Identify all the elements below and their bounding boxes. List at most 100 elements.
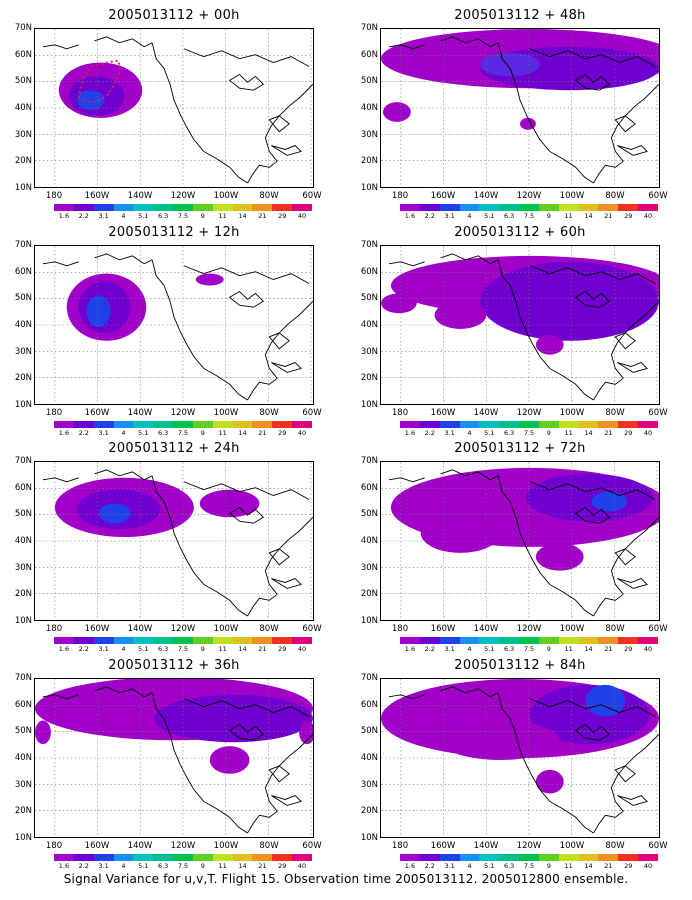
variance-contour: [195, 273, 224, 286]
colorbar-swatch: [232, 637, 253, 644]
latitude-label: 20N: [14, 589, 32, 600]
colorbar-label: 6.3: [157, 212, 169, 220]
colorbar-swatch: [519, 421, 539, 428]
colorbar-label: 4: [467, 645, 472, 653]
colorbar-swatch: [173, 854, 193, 861]
coastline: [497, 692, 594, 834]
longitude-label: 140W: [473, 191, 499, 201]
latitude-label: 30N: [14, 346, 32, 357]
longitude-label: 60W: [302, 624, 322, 634]
colorbar-label: 2.2: [424, 212, 435, 220]
latitude-label: 50N: [14, 76, 32, 87]
forecast-panel-48h: 2005013112 + 48h 70N 60N 50N 40N 30N 20N 10N 180…: [346, 2, 676, 220]
colorbar-swatch: [252, 854, 273, 861]
colorbar-swatch: [538, 854, 559, 861]
coastline: [151, 475, 248, 617]
coastline: [264, 516, 313, 595]
colorbar-label: 21: [604, 429, 613, 437]
coastline: [497, 259, 594, 401]
colorbar-label: 9: [546, 212, 551, 220]
colorbar-swatch: [499, 854, 520, 861]
colorbar-label: 4: [121, 862, 126, 870]
colorbar-swatch: [598, 854, 619, 861]
colorbar-swatch: [558, 637, 579, 644]
coastline: [94, 469, 153, 481]
latitude-label: 10N: [14, 616, 32, 626]
longitude-label: 100W: [559, 624, 585, 634]
variance-map: [35, 29, 313, 187]
longitude-label: 60W: [302, 408, 322, 418]
colorbar-swatch: [419, 421, 440, 428]
colorbar-label: 5.1: [138, 212, 149, 220]
colorbar-swatch: [292, 204, 312, 211]
colorbar-label: 29: [624, 645, 633, 653]
coastline: [228, 723, 265, 741]
latitude-label: 40N: [14, 753, 32, 763]
colorbar-swatch: [173, 637, 193, 644]
colorbar-swatch: [400, 421, 420, 428]
colorbar-swatch: [252, 421, 273, 428]
latitude-label: 30N: [360, 779, 378, 790]
variance-contour: [381, 293, 417, 314]
longitude-label: 180: [45, 841, 63, 851]
coastline: [617, 362, 648, 373]
longitude-label: 180: [391, 191, 409, 201]
latitude-label: 50N: [360, 509, 378, 520]
colorbar-label: 29: [624, 212, 633, 220]
colorbar-label: 3.1: [98, 645, 109, 653]
coastline: [247, 377, 278, 401]
colorbar-swatch: [153, 204, 174, 211]
longitude-label: 160W: [430, 191, 456, 201]
longitude-label: 120W: [516, 841, 542, 851]
latitude-label: 40N: [360, 536, 378, 546]
colorbar-label: 11: [564, 645, 573, 653]
latitude-label: 40N: [360, 753, 378, 763]
colorbar-label: 7.5: [177, 862, 189, 870]
colorbar-swatch: [439, 854, 460, 861]
latitude-label: 50N: [360, 293, 378, 304]
colorbar-label: 5.1: [484, 429, 495, 437]
colorbar-label: 14: [238, 212, 247, 220]
variance-contour: [440, 720, 560, 760]
colorbar-label: 11: [218, 645, 227, 653]
latitude-label: 20N: [360, 806, 378, 817]
latitude-label: 50N: [14, 726, 32, 737]
variance-contour: [98, 503, 131, 524]
colorbar-label: 9: [546, 645, 551, 653]
colorbar-label: 14: [584, 212, 593, 220]
longitude-label: 160W: [430, 408, 456, 418]
coastline: [614, 765, 636, 783]
colorbar-swatch: [73, 637, 94, 644]
coastline: [388, 44, 425, 50]
colorbar-label: 1.6: [404, 645, 416, 653]
colorbar-swatch: [400, 637, 420, 644]
longitude-label: 180: [45, 408, 63, 418]
colorbar-swatch: [638, 637, 658, 644]
forecast-panel-36h: 2005013112 + 36h 70N 60N 50N 40N 30N 20N 10N 180…: [0, 652, 330, 870]
longitude-label: 180: [391, 841, 409, 851]
forecast-panel-60h: 2005013112 + 60h 70N 60N 50N 40N 30N 20N 10N 180…: [346, 219, 676, 437]
latitude-label: 10N: [360, 400, 378, 410]
colorbar-swatch: [252, 204, 273, 211]
coastline: [574, 506, 611, 524]
colorbar: [400, 637, 658, 644]
coastline: [388, 261, 425, 267]
coastline: [268, 332, 290, 350]
colorbar-label: 4: [467, 862, 472, 870]
colorbar-swatch: [113, 421, 134, 428]
latitude-label: 40N: [360, 320, 378, 330]
colorbar-swatch: [558, 204, 579, 211]
colorbar-label: 14: [584, 429, 593, 437]
coastline: [228, 73, 265, 91]
colorbar-swatch: [499, 204, 520, 211]
colorbar-label: 7.5: [523, 429, 535, 437]
colorbar-swatch: [153, 854, 174, 861]
coastline: [614, 115, 636, 133]
colorbar-label: 11: [218, 862, 227, 870]
colorbar-label: 4: [121, 645, 126, 653]
colorbar-label: 7.5: [177, 212, 189, 220]
longitude-label: 80W: [605, 624, 625, 634]
colorbar-swatch: [479, 854, 500, 861]
latitude-label: 20N: [14, 373, 32, 384]
colorbar-label: 3.1: [98, 429, 109, 437]
